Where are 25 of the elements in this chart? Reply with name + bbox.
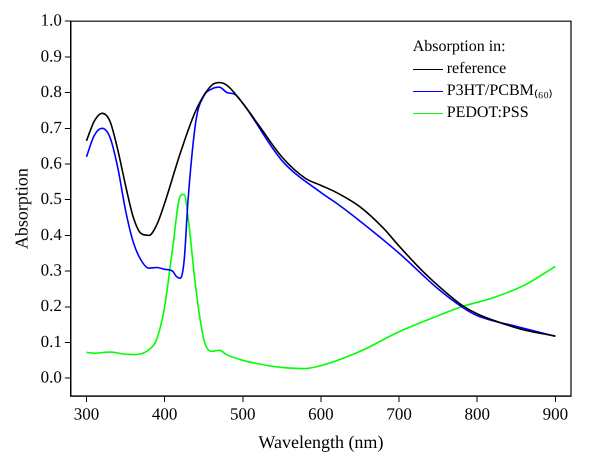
line-series xyxy=(86,194,556,370)
y-tick-label: 0.4 xyxy=(40,224,62,244)
y-tick-label: 0.1 xyxy=(40,332,62,351)
x-axis-title: Wavelength (nm) xyxy=(258,432,384,452)
legend-label: reference xyxy=(446,59,506,79)
legend-label: PEDOT:PSS xyxy=(446,103,529,123)
x-tick-label: 300 xyxy=(74,404,100,424)
y-axis-title: Absorption xyxy=(12,168,32,250)
y-tick-label: 0.0 xyxy=(40,368,62,387)
y-tick-label: 0.8 xyxy=(40,82,62,102)
y-tick-label: 0.3 xyxy=(40,260,62,280)
y-tick-label: 0.5 xyxy=(40,189,62,208)
x-tick-label: 500 xyxy=(230,404,256,424)
y-tick-label: 0.7 xyxy=(40,118,62,137)
legend-label: P3HT/PCBM₍₆₀₎ xyxy=(446,81,553,101)
y-tick-label: 0.2 xyxy=(40,296,62,316)
y-tick-label: 0.9 xyxy=(40,46,62,66)
x-tick-label: 800 xyxy=(464,404,490,424)
x-tick-label: 400 xyxy=(152,404,178,424)
x-tick-label: 700 xyxy=(386,404,412,424)
y-tick-label: 0.6 xyxy=(40,153,62,172)
y-tick-label: 1.0 xyxy=(40,10,62,30)
x-tick-label: 900 xyxy=(542,404,568,424)
x-tick-label: 600 xyxy=(308,404,334,424)
legend-title: Absorption in: xyxy=(412,37,507,57)
